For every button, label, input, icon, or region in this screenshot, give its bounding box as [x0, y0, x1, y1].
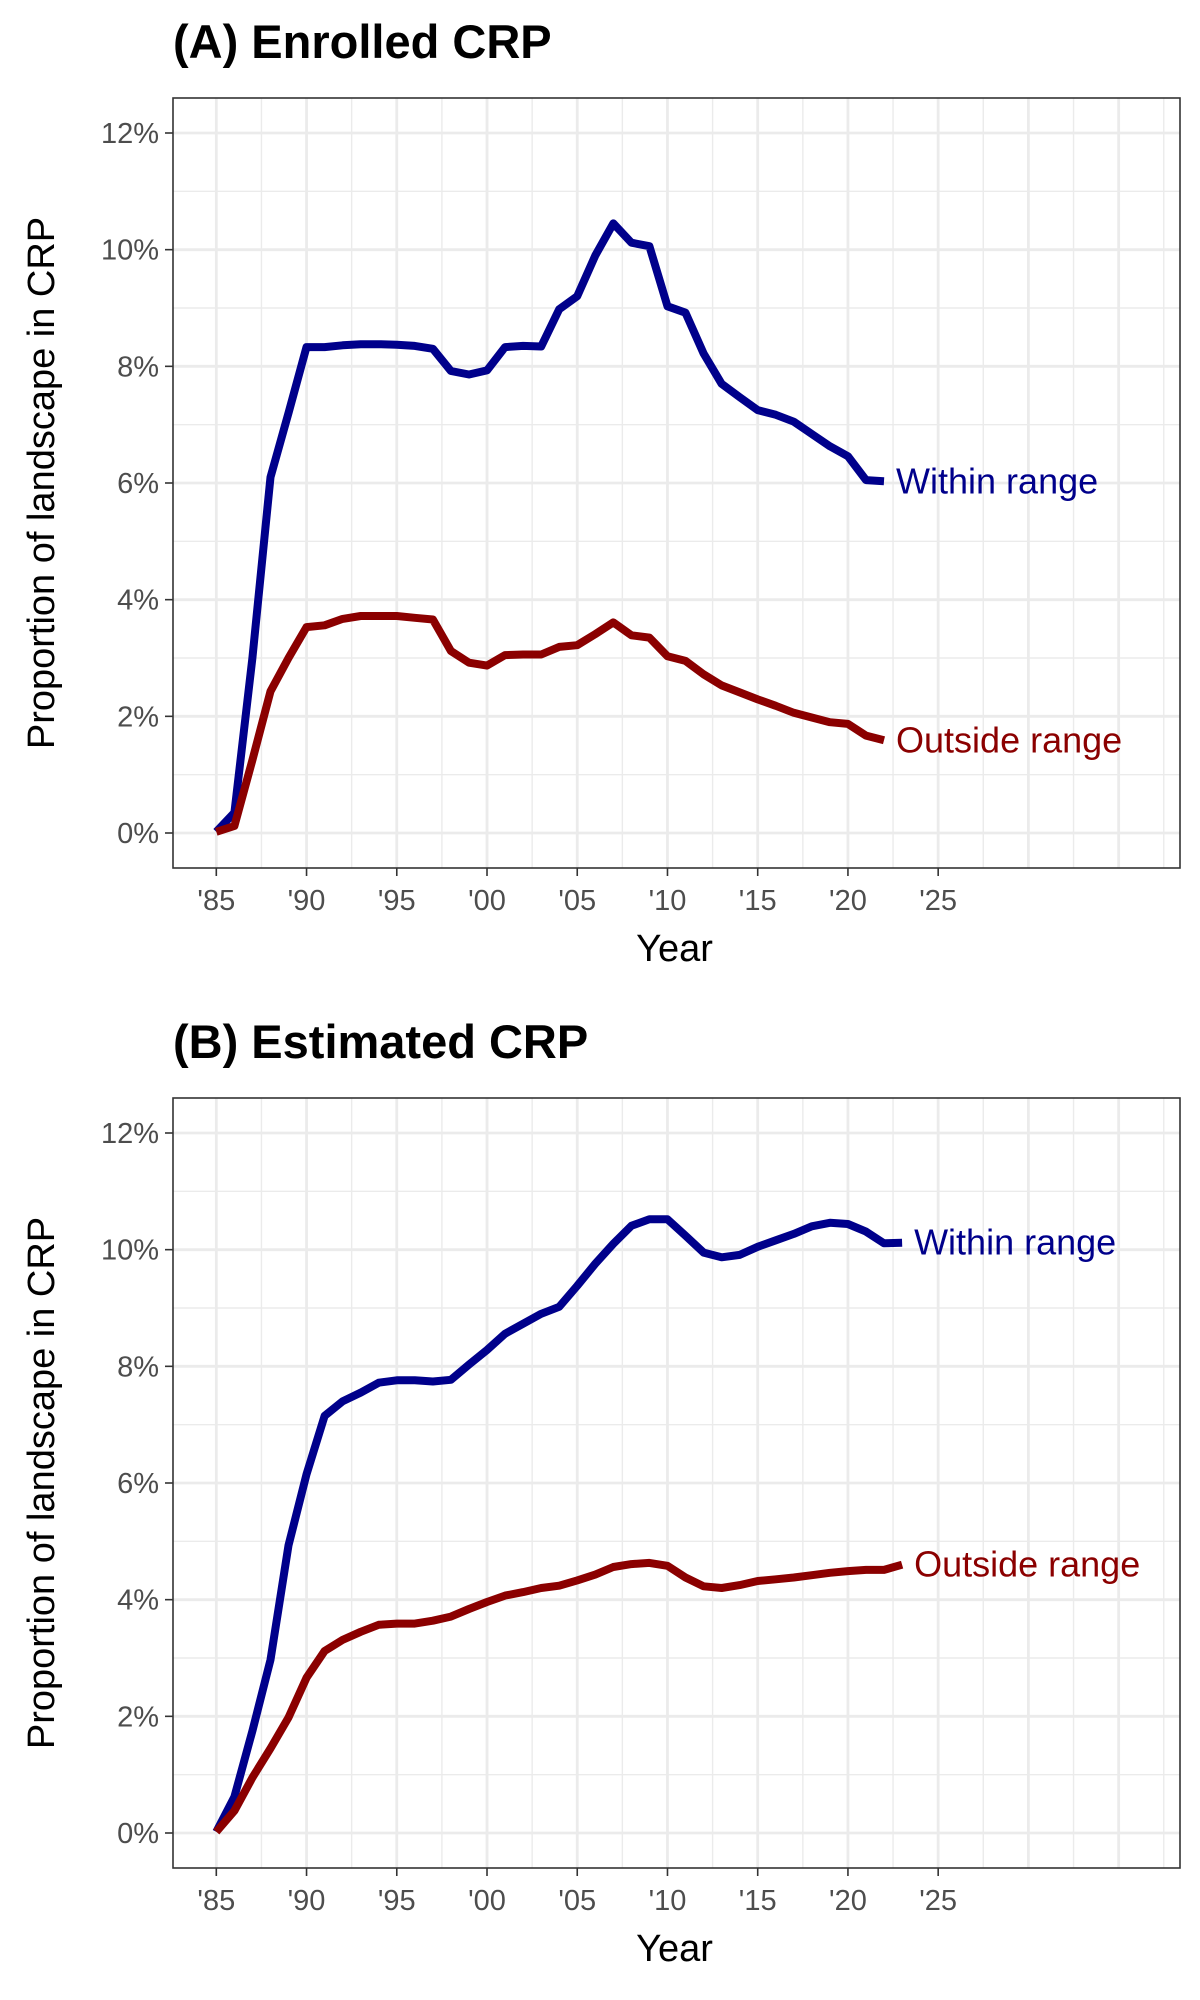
x-tick-label: '95 — [378, 885, 416, 917]
series-line-within-range — [212, 1215, 903, 1834]
x-tick-label: '00 — [468, 885, 506, 917]
y-tick-label: 2% — [117, 1701, 159, 1733]
y-tick-label: 6% — [117, 468, 159, 500]
panel-a: (A) Enrolled CRP Within range Outside ran… — [21, 15, 1181, 970]
gridlines — [173, 98, 1180, 868]
x-axis-title: Year — [636, 1928, 713, 1970]
x-tick-label: '10 — [649, 1885, 687, 1917]
y-tick-label: 12% — [101, 1118, 159, 1150]
series-label-outside-range: Outside range — [896, 719, 1122, 760]
x-tick-label: '00 — [468, 1885, 506, 1917]
x-tick-label: '15 — [739, 1885, 777, 1917]
chart-a: Within range Outside range 0% 2% 4% 6% 8% 10% 12… — [21, 97, 1181, 970]
y-tick-label: 8% — [117, 1351, 159, 1383]
y-tick-label: 10% — [101, 1235, 159, 1267]
y-tick-label: 6% — [117, 1468, 159, 1500]
x-tick-label: '20 — [829, 1885, 867, 1917]
y-tick-label: 0% — [117, 818, 159, 850]
series-label-within-range: Within range — [914, 1222, 1116, 1263]
x-tick-label: '05 — [558, 1885, 596, 1917]
x-tick-label: '10 — [649, 885, 687, 917]
x-tick-label: '20 — [829, 885, 867, 917]
series-line-outside-range — [215, 612, 886, 836]
x-tick-label: '05 — [558, 885, 596, 917]
y-axis-title: Proportion of landscape in CRP — [21, 217, 63, 749]
x-tick-label: '90 — [288, 885, 326, 917]
y-tick-label: 4% — [117, 1585, 159, 1617]
series-label-within-range: Within range — [896, 460, 1098, 501]
series-line-outside-range — [213, 1558, 904, 1835]
x-tick-label: '85 — [197, 885, 235, 917]
y-tick-label: 8% — [117, 351, 159, 383]
x-tick-label: '25 — [919, 885, 957, 917]
x-axis-title: Year — [636, 928, 713, 970]
y-tick-label: 10% — [101, 235, 159, 267]
chart-title: (A) Enrolled CRP — [173, 15, 552, 68]
x-tick-label: '25 — [919, 1885, 957, 1917]
chart-title: (B) Estimated CRP — [173, 1015, 589, 1068]
y-tick-label: 4% — [117, 585, 159, 617]
y-axis-title: Proportion of landscape in CRP — [21, 1217, 63, 1749]
x-tick-label: '95 — [378, 1885, 416, 1917]
panel-b: (B) Estimated CRP Within range Outside ra… — [0, 1000, 1200, 2000]
series-line-within-range — [213, 219, 885, 835]
series-label-outside-range: Outside range — [914, 1544, 1140, 1585]
x-tick-label: '85 — [197, 1885, 235, 1917]
y-tick-label: 2% — [117, 701, 159, 733]
x-tick-label: '15 — [739, 885, 777, 917]
chart-b: Within range Outside range 0% 2% 4% 6% 8% 10% 12… — [21, 1097, 1181, 1970]
y-tick-label: 12% — [101, 118, 159, 150]
x-tick-label: '90 — [288, 1885, 326, 1917]
y-tick-label: 0% — [117, 1818, 159, 1850]
